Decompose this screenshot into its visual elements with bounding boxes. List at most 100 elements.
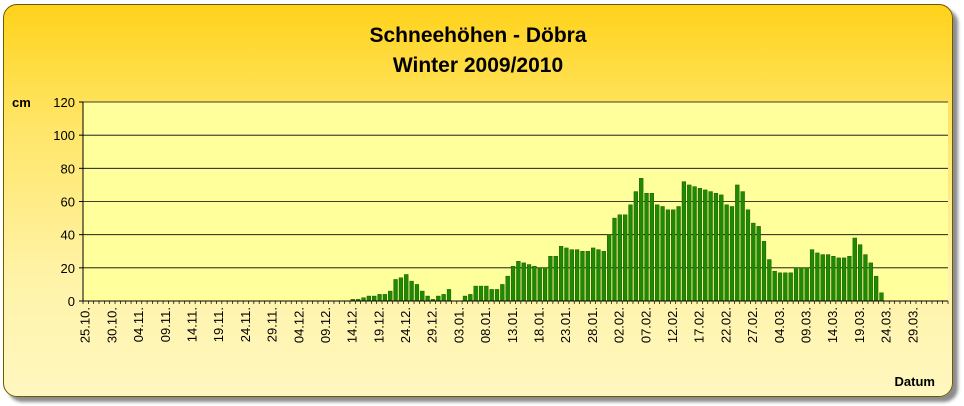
bar: [820, 254, 825, 302]
x-tick-label: 14.11.: [184, 307, 199, 342]
bar: [462, 295, 468, 302]
bar: [793, 267, 799, 302]
bar: [665, 209, 671, 302]
x-tick-label: 04.12.: [291, 307, 306, 343]
x-tick-label: 09.11.: [158, 307, 173, 342]
bar: [601, 251, 606, 302]
x-axis-label: Datum: [895, 374, 935, 389]
bar: [558, 246, 564, 302]
x-tick-label: 24.03.: [879, 307, 894, 343]
bar: [591, 247, 596, 302]
bar: [382, 294, 388, 302]
bar: [580, 251, 585, 302]
x-tick-label: 30.10.: [104, 307, 119, 343]
bar: [377, 294, 382, 302]
bar: [713, 193, 719, 302]
bar: [393, 279, 398, 302]
bar: [687, 184, 692, 302]
bar: [799, 267, 804, 302]
bar: [788, 272, 793, 302]
x-tick-label: 19.03.: [852, 307, 867, 343]
bar: [777, 272, 783, 302]
bar: [863, 254, 868, 302]
bar: [639, 178, 644, 302]
bar: [740, 191, 745, 302]
bar: [388, 290, 393, 302]
x-tick-label: 29.03.: [905, 307, 920, 343]
x-tick-label: 22.02.: [718, 307, 733, 343]
x-tick-label: 17.02.: [692, 307, 707, 343]
bar: [521, 262, 526, 302]
bar: [436, 295, 441, 302]
bar: [724, 204, 729, 302]
bar: [879, 292, 884, 302]
bar-series: [350, 178, 884, 302]
bar: [617, 214, 622, 302]
bar: [767, 259, 772, 302]
y-tick-labels: 0 20 40 60 80 100 120: [53, 95, 75, 309]
bar: [692, 186, 697, 302]
x-tick-label: 07.02.: [638, 307, 653, 343]
x-tick-label: 18.01.: [532, 307, 547, 343]
bar: [473, 285, 478, 302]
bar: [596, 249, 601, 302]
bar: [831, 256, 836, 302]
x-tick-label: 02.02.: [612, 307, 627, 343]
bar: [537, 267, 542, 302]
y-tick-label: 120: [53, 95, 75, 110]
bar: [841, 257, 847, 302]
x-tick-label: 08.01.: [478, 307, 493, 343]
x-tick-label: 04.03.: [772, 307, 787, 343]
axes: [79, 101, 949, 304]
bar: [612, 217, 617, 302]
y-tick-label: 100: [53, 128, 75, 143]
bar: [484, 285, 489, 302]
y-axis-label: cm: [12, 95, 31, 110]
grid-lines: [83, 101, 948, 269]
snow-depth-chart: 0 20 40 60 80 100 120 25.10. 30.10. 04.11. 09.11.…: [12, 95, 949, 389]
x-tick-label: 25.10.: [78, 307, 93, 343]
x-tick-labels: 25.10. 30.10. 04.11. 09.11. 14.11. 19.11. 24.1…: [78, 307, 921, 343]
bar: [804, 267, 809, 302]
x-tick-label: 12.02.: [665, 307, 680, 343]
x-tick-label: 09.12.: [318, 307, 333, 343]
bar: [468, 294, 473, 302]
y-tick-label: 80: [61, 161, 75, 176]
bar: [446, 289, 452, 302]
bar: [703, 189, 708, 302]
y-tick-label: 60: [61, 195, 75, 210]
bar: [532, 265, 537, 302]
bar: [542, 267, 548, 302]
bar: [644, 193, 649, 302]
x-tick-label: 19.12.: [371, 307, 386, 343]
bar: [676, 206, 681, 302]
bar: [697, 188, 703, 302]
bar: [735, 184, 740, 302]
bar: [575, 249, 580, 302]
x-tick-label: 24.11.: [238, 307, 253, 342]
bar: [553, 256, 558, 302]
y-tick-label: 0: [68, 294, 75, 309]
bar: [857, 244, 863, 302]
bar: [526, 264, 532, 302]
chart-subtitle: Winter 2009/2010: [392, 54, 564, 77]
bar: [505, 275, 510, 302]
bar: [409, 280, 414, 302]
bar: [623, 214, 628, 302]
bar: [671, 209, 676, 302]
x-tick-label: 14.03.: [825, 307, 840, 343]
x-tick-label: 29.11.: [265, 307, 280, 342]
x-tick-label: 14.12.: [345, 307, 360, 343]
x-tick-label: 28.01.: [585, 307, 600, 343]
x-tick-label: 09.03.: [799, 307, 814, 343]
bar: [564, 247, 569, 302]
x-tick-label: 13.01.: [505, 307, 520, 343]
bar: [441, 294, 446, 302]
bar: [628, 204, 633, 302]
bar: [719, 194, 724, 302]
bar: [655, 204, 660, 302]
x-tick-label: 03.01.: [451, 307, 466, 343]
bar: [729, 206, 735, 302]
bar: [489, 289, 494, 302]
bar: [585, 251, 590, 302]
